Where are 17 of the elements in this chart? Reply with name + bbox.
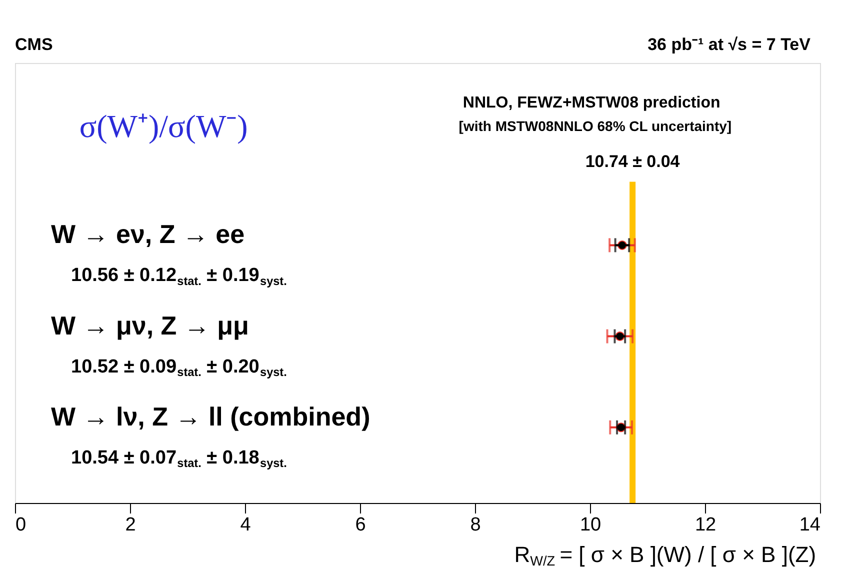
text: 36 pb⁻¹ at √s = 7 TeV bbox=[648, 35, 812, 54]
x-tick-label: 8 bbox=[470, 514, 481, 536]
x-tick-label: 2 bbox=[125, 514, 136, 536]
text: σ(W⁺)/σ(W⁻) bbox=[79, 108, 248, 144]
text: [with MSTW08NNLO 68% CL uncertainty] bbox=[458, 118, 732, 134]
x-tick-label: 0 bbox=[16, 514, 26, 536]
y-tick-label: W → eν, Z → ee bbox=[51, 219, 245, 250]
text: CMS bbox=[15, 35, 53, 54]
ref-line-label: 10.74 ± 0.04 bbox=[585, 152, 680, 171]
y-tick-label: W → lν, Z → ll (combined) bbox=[51, 401, 370, 432]
x-tick-label: 14 bbox=[799, 514, 821, 536]
x-tick-label: 6 bbox=[355, 514, 366, 536]
x-tick-label: 4 bbox=[240, 514, 252, 536]
x-tick-label: 12 bbox=[694, 514, 716, 536]
text: NNLO, FEWZ+MSTW08 prediction bbox=[462, 94, 720, 112]
y-tick-label: W → μν, Z → μμ bbox=[51, 310, 249, 340]
x-tick-label: 10 bbox=[580, 514, 602, 536]
